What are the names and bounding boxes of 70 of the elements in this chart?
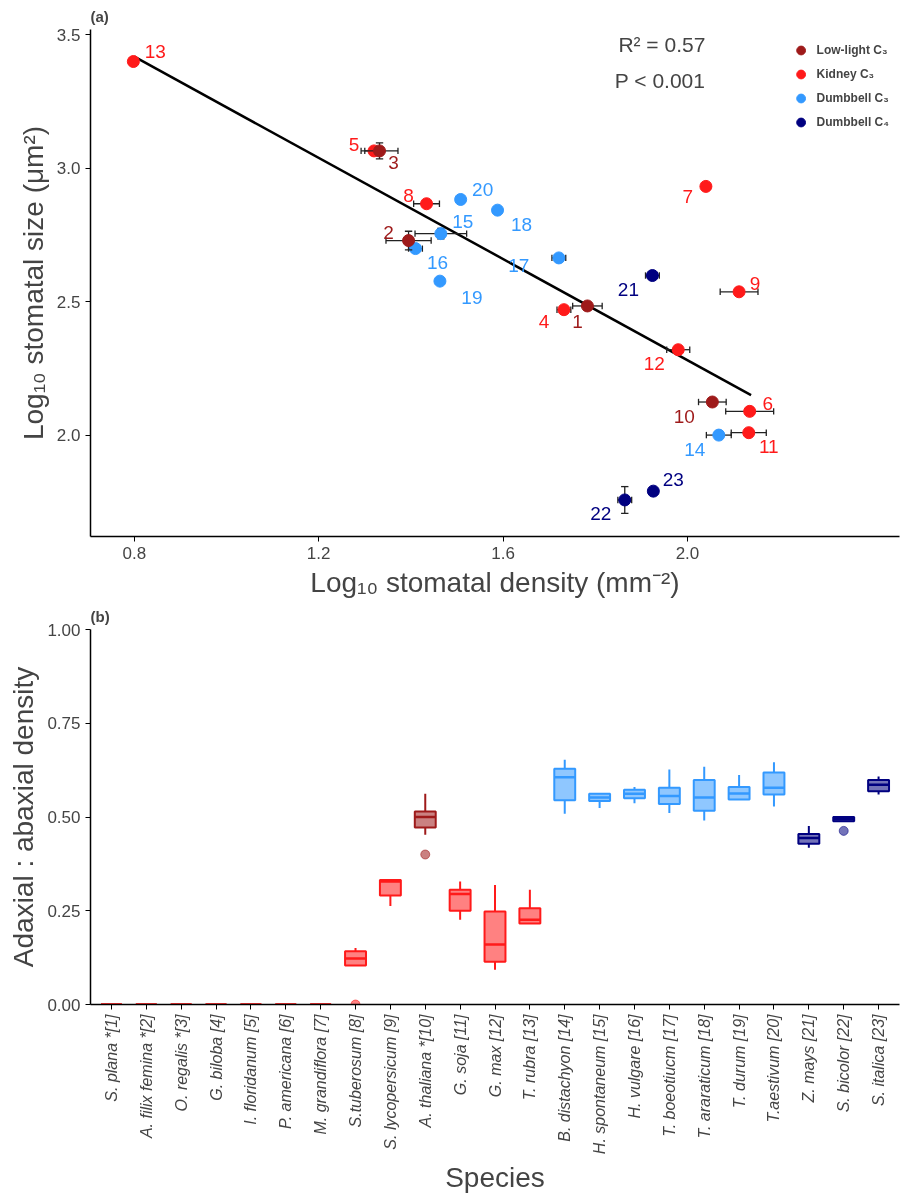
x-tick-label: S. bicolor [22] bbox=[835, 1013, 853, 1113]
annotation: 21 bbox=[617, 279, 639, 301]
y-tick-label: 1.00 bbox=[47, 620, 81, 640]
y-tick-label: 0.50 bbox=[47, 808, 81, 827]
annotation: 2 bbox=[383, 222, 394, 244]
chart-title: (a) bbox=[90, 7, 109, 25]
chart-title: (b) bbox=[90, 607, 110, 625]
annotation: 9 bbox=[749, 273, 761, 295]
annotation: 23 bbox=[662, 468, 684, 490]
x-tick-label: M. grandiflora [7] bbox=[312, 1013, 330, 1135]
x-tick-label: T. boeotiucm [17] bbox=[660, 1013, 678, 1137]
annotation: 10 bbox=[673, 405, 695, 427]
annotation: 22 bbox=[590, 503, 612, 525]
legend-label: Low-light C₃ bbox=[816, 43, 888, 57]
annotation: 19 bbox=[461, 286, 483, 308]
x-tick-label: I. floridanum [5] bbox=[242, 1013, 260, 1125]
annotation: 7 bbox=[682, 185, 694, 207]
y-tick-label: 0.75 bbox=[47, 714, 81, 734]
annotation: 6 bbox=[762, 392, 773, 414]
annotation: 12 bbox=[643, 353, 665, 375]
x-tick-label: P. americana [6] bbox=[277, 1013, 295, 1129]
annotation: R² = 0.57 bbox=[618, 33, 706, 57]
annotation: P < 0.001 bbox=[614, 68, 705, 92]
x-tick-label: G. soja [11] bbox=[451, 1013, 469, 1096]
annotation: 3 bbox=[388, 152, 399, 174]
annotation: 8 bbox=[403, 185, 414, 207]
y-tick-label: 3.5 bbox=[56, 25, 81, 45]
x-tick-label: 2.0 bbox=[675, 543, 700, 563]
y-tick-label: 0.00 bbox=[47, 995, 81, 1015]
x-tick-label: G. max [12] bbox=[486, 1013, 504, 1098]
x-tick-label: Z. mays [21] bbox=[800, 1013, 818, 1104]
x-tick-label: T. durum [19] bbox=[730, 1013, 748, 1109]
x-tick-label: H. spontaneum [15] bbox=[591, 1013, 609, 1155]
x-tick-label: T. araraticum [18] bbox=[695, 1013, 713, 1139]
x-tick-label: G. biloba [4] bbox=[207, 1013, 225, 1101]
x-axis-title: Species bbox=[445, 1162, 545, 1194]
x-tick-label: A. thaliana *[10] bbox=[416, 1013, 434, 1129]
x-tick-label: 1.2 bbox=[306, 543, 331, 563]
annotation: 18 bbox=[510, 213, 533, 235]
annotation: 1 bbox=[572, 311, 583, 333]
annotation: 11 bbox=[758, 436, 779, 458]
x-tick-label: 0.8 bbox=[122, 543, 147, 563]
x-tick-label: A. filix femina *[2] bbox=[137, 1013, 155, 1140]
annotation: 4 bbox=[538, 311, 550, 333]
legend-label: Kidney C₃ bbox=[816, 67, 875, 81]
x-tick-label: S. plana *[1] bbox=[102, 1013, 120, 1102]
x-tick-label: S.tuberosum [8] bbox=[347, 1013, 365, 1128]
x-tick-label: 1.6 bbox=[491, 543, 515, 563]
annotation: 16 bbox=[426, 252, 449, 274]
annotation: 5 bbox=[348, 134, 360, 156]
annotation: 13 bbox=[144, 41, 166, 63]
x-tick-label: T. rubra [13] bbox=[521, 1013, 539, 1101]
x-tick-label: B. distachyon [14] bbox=[556, 1013, 574, 1142]
y-tick-label: 0.25 bbox=[47, 901, 81, 921]
y-axis-title: Adaxial : abaxial density bbox=[8, 666, 40, 968]
x-tick-label: T.aestivum [20] bbox=[765, 1013, 783, 1123]
x-tick-label: S. italica [23] bbox=[870, 1013, 888, 1107]
annotation: 14 bbox=[684, 438, 706, 460]
y-axis-title: Log₁₀ stomatal size (μm²) bbox=[17, 125, 49, 441]
x-tick-label: O. regalis *[3] bbox=[172, 1013, 190, 1112]
y-tick-label: 2.5 bbox=[56, 292, 81, 312]
y-tick-label: 2.0 bbox=[56, 426, 81, 446]
legend-label: Dumbbell C₄ bbox=[816, 115, 889, 129]
x-tick-label: S. lycopersicum [9] bbox=[381, 1013, 399, 1150]
y-tick-label: 3.0 bbox=[56, 159, 81, 179]
annotation: 15 bbox=[452, 211, 474, 233]
annotation: 20 bbox=[472, 178, 494, 200]
x-tick-label: H. vulgare [16] bbox=[625, 1013, 643, 1119]
legend-label: Dumbbell C₃ bbox=[816, 91, 889, 105]
x-axis-title: Log₁₀ stomatal density (mm⁻²) bbox=[310, 566, 680, 598]
